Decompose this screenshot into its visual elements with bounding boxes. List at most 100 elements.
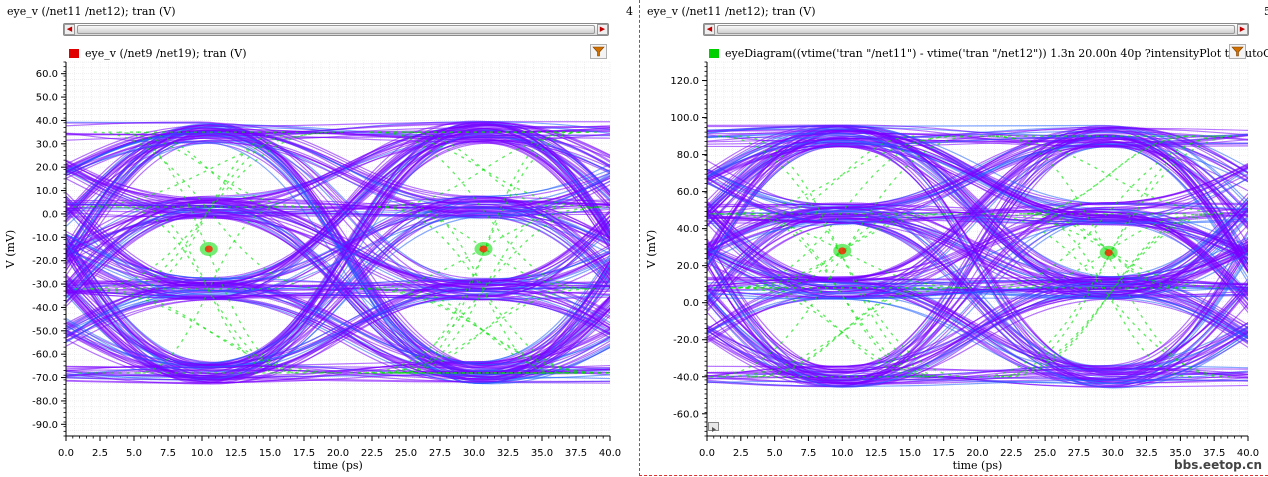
x-tick-label: 35.0 bbox=[1169, 448, 1191, 459]
left-plot-panel: eye_v (/net11 /net12); tran (V) 4 ◀ ▶ ey… bbox=[4, 5, 633, 472]
y-tick-label: 100.0 bbox=[670, 113, 699, 124]
eye-trace bbox=[66, 365, 610, 373]
density-trace bbox=[91, 288, 327, 374]
eye-trace bbox=[66, 308, 610, 383]
x-tick-label: 0.0 bbox=[699, 448, 715, 459]
left-legend-label: eye_v (/net9 /net19); tran (V) bbox=[85, 47, 247, 60]
eye-trace bbox=[707, 138, 1248, 258]
density-trace bbox=[996, 135, 1221, 378]
x-tick-label: 7.5 bbox=[160, 448, 176, 459]
eye-trace bbox=[66, 136, 610, 216]
y-tick-label: -30.0 bbox=[32, 280, 58, 291]
x-tick-label: 10.0 bbox=[831, 448, 853, 459]
eye-trace bbox=[707, 224, 1248, 388]
scroll-left-arrow-icon[interactable]: ◀ bbox=[64, 24, 75, 35]
right-panel-number: 5 bbox=[1264, 5, 1268, 18]
eye-trace bbox=[66, 127, 610, 177]
left-legend[interactable]: eye_v (/net9 /net19); tran (V) bbox=[69, 47, 247, 60]
eye-trace bbox=[66, 195, 610, 286]
eye-trace bbox=[66, 177, 610, 375]
play-icon[interactable] bbox=[708, 422, 719, 432]
eye-trace bbox=[66, 121, 610, 336]
left-panel-title: eye_v (/net11 /net12); tran (V) bbox=[7, 5, 176, 18]
trace-layer bbox=[707, 124, 1248, 389]
right-axes: 0.0 2.5 5.0 7.5 10.0 12.5 15.0 17.5 20.0 22.5 25.0… bbox=[645, 61, 1259, 472]
density-trace bbox=[108, 131, 310, 208]
filter-icon[interactable] bbox=[590, 44, 607, 59]
scroll-right-arrow-icon[interactable]: ▶ bbox=[1237, 24, 1248, 35]
eye-trace bbox=[66, 243, 610, 378]
y-tick-label: 50.0 bbox=[36, 93, 58, 104]
x-tick-label: 20.0 bbox=[327, 448, 349, 459]
eye-trace bbox=[66, 131, 610, 371]
eye-trace bbox=[66, 130, 610, 174]
eye-trace bbox=[66, 235, 610, 369]
eye-trace bbox=[707, 130, 1248, 173]
eye-trace bbox=[707, 202, 1248, 371]
eye-trace bbox=[66, 199, 610, 299]
eye-trace bbox=[707, 133, 1248, 304]
y-tick-label: 80.0 bbox=[677, 150, 699, 161]
density-trace bbox=[137, 206, 280, 374]
eye-trace bbox=[66, 251, 610, 367]
x-tick-label: 12.5 bbox=[865, 448, 887, 459]
x-tick-label: 40.0 bbox=[1237, 448, 1259, 459]
crossing-peak bbox=[1104, 249, 1113, 257]
right-legend[interactable]: eyeDiagram((vtime('tran "/net11") - vtim… bbox=[709, 47, 1268, 60]
scroll-left-arrow-icon[interactable]: ◀ bbox=[704, 24, 715, 35]
eye-trace bbox=[66, 124, 610, 209]
y-tick-label: -80.0 bbox=[32, 396, 58, 407]
crossing-peak bbox=[479, 245, 488, 253]
density-trace bbox=[370, 288, 597, 374]
y-tick-label: 40.0 bbox=[36, 116, 58, 127]
eye-trace bbox=[66, 207, 610, 381]
eye-trace bbox=[707, 137, 1248, 311]
eye-trace bbox=[66, 139, 610, 277]
eye-trace bbox=[707, 207, 1248, 368]
eye-trace bbox=[707, 287, 1248, 387]
right-plot-panel: eye_v (/net11 /net12); tran (V) 5 ◀ ▶ ey… bbox=[640, 0, 1268, 477]
right-horizontal-scrollbar[interactable]: ◀ ▶ bbox=[703, 23, 1249, 36]
right-legend-label: eyeDiagram((vtime('tran "/net11") - vtim… bbox=[725, 47, 1268, 60]
eye-trace bbox=[66, 139, 610, 285]
scroll-right-arrow-icon[interactable]: ▶ bbox=[597, 24, 608, 35]
eye-trace bbox=[707, 135, 1248, 249]
density-trace bbox=[135, 131, 282, 208]
x-tick-label: 25.0 bbox=[395, 448, 417, 459]
eye-trace bbox=[66, 141, 610, 252]
left-axes: 0.0 2.5 5.0 7.5 10.0 12.5 15.0 17.5 20.0 22.5 25.0… bbox=[4, 61, 621, 472]
eye-trace bbox=[707, 128, 1248, 208]
scroll-thumb[interactable] bbox=[717, 25, 1235, 34]
x-tick-label: 35.0 bbox=[531, 448, 553, 459]
y-tick-label: -50.0 bbox=[32, 326, 58, 337]
y-tick-label: 20.0 bbox=[36, 163, 58, 174]
eye-trace bbox=[66, 289, 610, 369]
eye-trace bbox=[707, 126, 1248, 218]
left-horizontal-scrollbar[interactable]: ◀ ▶ bbox=[63, 23, 609, 36]
eye-trace bbox=[66, 204, 610, 287]
eye-trace bbox=[707, 135, 1248, 300]
eye-trace bbox=[707, 213, 1248, 370]
density-trace bbox=[400, 206, 567, 374]
eye-trace bbox=[66, 137, 610, 219]
eye-trace bbox=[707, 131, 1248, 288]
x-tick-label: 32.5 bbox=[497, 448, 519, 459]
scroll-thumb[interactable] bbox=[77, 25, 595, 34]
eye-trace bbox=[66, 209, 610, 374]
x-tick-label: 27.5 bbox=[1068, 448, 1090, 459]
y-tick-label: -70.0 bbox=[32, 373, 58, 384]
density-trace bbox=[742, 213, 943, 378]
eye-trace bbox=[707, 297, 1248, 372]
density-trace bbox=[75, 288, 343, 374]
eye-trace bbox=[66, 129, 610, 240]
filter-icon[interactable] bbox=[1229, 44, 1246, 59]
density-trace bbox=[980, 135, 1238, 215]
x-tick-label: 32.5 bbox=[1135, 448, 1157, 459]
eye-trace bbox=[707, 135, 1248, 298]
eye-trace bbox=[66, 168, 610, 373]
left-eye-chart: 0.0 2.5 5.0 7.5 10.0 12.5 15.0 17.5 20.0 22.5 25.0… bbox=[4, 61, 621, 472]
eye-trace bbox=[707, 246, 1248, 300]
eye-trace bbox=[707, 126, 1248, 284]
eye-trace bbox=[66, 202, 610, 377]
density-trace bbox=[377, 131, 590, 290]
